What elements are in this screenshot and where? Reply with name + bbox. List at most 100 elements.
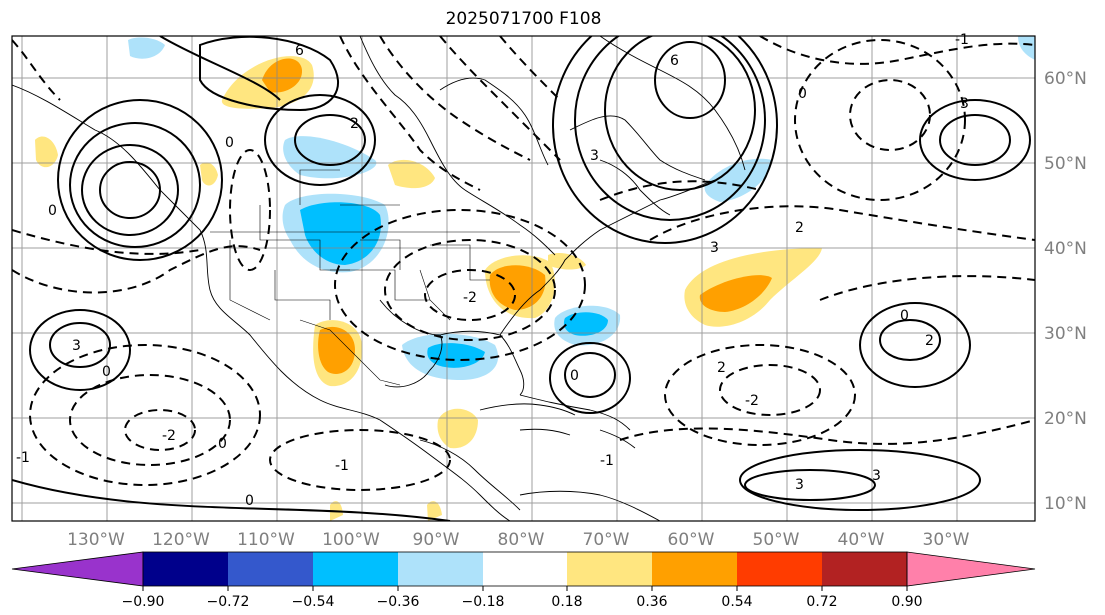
lat-label: 40°N [1044, 239, 1087, 259]
map-title: 2025071700 F108 [445, 9, 602, 29]
yellow-shade-pacific-small [200, 162, 218, 186]
colorbar-tick: 0.72 [806, 594, 837, 610]
contour-label: 2 [795, 220, 804, 236]
colorbar-outline [142, 551, 908, 587]
contour-label: 0 [48, 203, 57, 219]
lon-label: 110°W [237, 530, 295, 550]
contour-low-central-atl [719, 364, 821, 416]
lon-label: 50°W [753, 530, 800, 550]
lat-label: 50°N [1044, 154, 1087, 174]
colorbar-tick: −0.72 [207, 594, 250, 610]
colorbar-tick: 0.18 [551, 594, 582, 610]
lat-label: 10°N [1044, 494, 1087, 514]
colorbar-tick: −0.36 [377, 594, 420, 610]
contour-label: 0 [225, 135, 234, 151]
contour-label: -1 [600, 453, 614, 469]
colorbar-tick: 0.36 [636, 594, 667, 610]
contour-label: -2 [463, 290, 477, 306]
map-border [11, 35, 1036, 522]
lon-label: 100°W [322, 530, 380, 550]
colorbar-segment [143, 552, 228, 586]
colorbar-segment [228, 552, 313, 586]
contour-low-pacific-sub [124, 409, 196, 451]
lon-label: 70°W [583, 530, 630, 550]
colorbar-segment [737, 552, 822, 586]
contour-label: 0 [570, 368, 579, 384]
orange-core-midatlantic [699, 275, 772, 312]
yellow-shade-caribbean [437, 408, 478, 449]
colorbar-tick: −0.54 [292, 594, 335, 610]
contour-label: 6 [670, 53, 679, 69]
colorbar-extend-high [906, 551, 1036, 587]
contour-label: -1 [955, 32, 969, 48]
lon-label: 40°W [838, 530, 885, 550]
political-borders [210, 169, 520, 386]
contour-low-westcoast-trough [229, 149, 271, 271]
contour-label: 3 [795, 477, 804, 493]
orange-core-southeast [489, 265, 546, 310]
contour-label: 6 [295, 43, 304, 59]
colorbar-segment [822, 552, 907, 586]
colorbar-tick: −0.90 [122, 594, 165, 610]
contour-label: 2 [717, 360, 726, 376]
contours-negative [12, 36, 1035, 491]
blue-shade-topright [1018, 36, 1035, 60]
lat-label: 60°N [1044, 69, 1087, 89]
contour-label: 0 [245, 493, 254, 509]
lat-label: 20°N [1044, 409, 1087, 429]
orange-core-mexico [318, 326, 355, 374]
contour-label: 3 [590, 148, 599, 164]
contour-high-labrador [654, 41, 726, 119]
contour-high-bahamas [564, 352, 616, 398]
contour-high-pacific [99, 161, 161, 219]
contour-low-caribbean [269, 429, 451, 491]
yellow-shade-south2 [427, 501, 442, 521]
lat-labels: 60°N 50°N 40°N 30°N 20°N 10°N [1044, 69, 1087, 514]
colorbar-tick: −0.18 [462, 594, 505, 610]
lon-label: 60°W [668, 530, 715, 550]
colorbar-tick: 0.90 [891, 594, 922, 610]
contour-label: 2 [350, 116, 359, 132]
contour-label: 2 [925, 333, 934, 349]
colorbar-segment [313, 552, 398, 586]
lon-label: 30°W [923, 530, 970, 550]
contour-label: 3 [960, 96, 969, 112]
contour-low-southeast [424, 269, 516, 321]
contour-label: -2 [745, 393, 759, 409]
contour-high-mexico-pac [49, 322, 111, 368]
colorbar-segment [398, 552, 483, 586]
yellow-shade-greatlakes [388, 159, 435, 189]
contour-high-azores [879, 319, 941, 361]
blue-shade-topleft [128, 37, 165, 59]
lon-label: 120°W [152, 530, 210, 550]
coastlines [12, 36, 746, 521]
blue-shade-canada [283, 136, 377, 179]
contour-high-northatlantic [939, 114, 1011, 166]
colorbar-segment [652, 552, 737, 586]
lon-label: 130°W [67, 530, 125, 550]
orange-core-hudson [262, 58, 303, 93]
contour-label: 0 [798, 86, 807, 102]
contour-label: 0 [102, 364, 111, 380]
contour-label: 0 [218, 436, 227, 452]
contour-label: -1 [16, 450, 30, 466]
lon-label: 90°W [413, 530, 460, 550]
contour-low-east-atlantic [849, 79, 931, 151]
contour-label: -1 [335, 458, 349, 474]
contour-label: -2 [162, 428, 176, 444]
colorbar-segment [567, 552, 652, 586]
contour-label: 3 [872, 468, 881, 484]
colorbar-segment [483, 552, 567, 586]
contour-high-trop-atlantic [744, 469, 876, 501]
blue-core-atlantic [563, 312, 608, 336]
contour-high-hudson [294, 114, 366, 166]
contour-label: 3 [72, 338, 81, 354]
lat-label: 30°N [1044, 324, 1087, 344]
blue-shade-labrador [704, 158, 772, 202]
colorbar: −0.90 −0.72 −0.54 −0.36 −0.18 0.18 0.36 … [11, 551, 1036, 610]
contour-label: 0 [900, 308, 909, 324]
colorbar-extend-low [11, 551, 144, 587]
contour-label: 3 [710, 240, 719, 256]
yellow-shade-westcoast [35, 136, 58, 168]
